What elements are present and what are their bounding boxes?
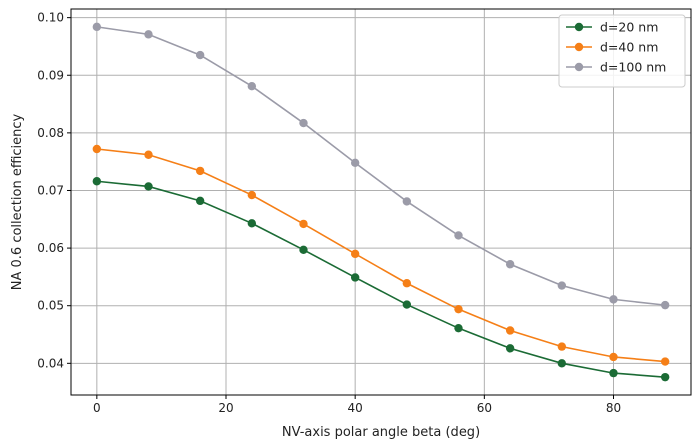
x-axis-label: NV-axis polar angle beta (deg): [282, 425, 480, 440]
series-2: [92, 144, 670, 366]
data-point: [247, 190, 257, 200]
y-tick-label: 0.08: [37, 126, 64, 140]
legend-marker: [574, 42, 584, 52]
data-point: [195, 50, 205, 60]
data-point: [299, 118, 308, 128]
data-point: [299, 219, 308, 229]
data-point: [557, 359, 567, 368]
y-tick-label: 0.09: [37, 68, 64, 82]
legend-marker: [574, 62, 584, 72]
data-point: [299, 245, 308, 255]
data-point: [609, 295, 618, 304]
y-axis: 0.04 0.05 0.06 0.07 0.08 0.09 0.10: [37, 11, 71, 370]
data-point: [454, 304, 463, 314]
data-point: [557, 281, 567, 290]
data-point: [195, 196, 205, 206]
data-point: [557, 342, 567, 351]
data-point: [92, 177, 102, 186]
data-point: [350, 158, 360, 168]
plot-frame: [70, 8, 692, 396]
data-point: [609, 352, 618, 362]
legend-label: d=100 nm: [600, 60, 666, 75]
y-tick-label: 0.07: [37, 183, 64, 197]
legend-label: d=20 nm: [600, 20, 658, 35]
data-point: [660, 300, 670, 310]
data-point: [402, 300, 412, 309]
legend: d=20 nm d=40 nm d=100 nm: [558, 14, 686, 88]
data-point: [454, 323, 463, 333]
legend-label: d=40 nm: [600, 40, 658, 55]
x-tick-label: 40: [348, 401, 363, 415]
data-point: [92, 144, 102, 154]
series-layer: [92, 22, 670, 382]
series-3: [92, 22, 670, 310]
y-tick-label: 0.10: [37, 11, 64, 25]
x-tick-label: 80: [606, 401, 621, 415]
x-tick-label: 60: [477, 401, 492, 415]
y-tick-label: 0.06: [37, 241, 64, 255]
legend-item: d=100 nm: [566, 60, 666, 75]
data-point: [144, 30, 153, 39]
data-point: [660, 357, 670, 366]
data-point: [505, 344, 515, 353]
data-point: [195, 166, 205, 176]
y-tick-label: 0.05: [37, 299, 64, 313]
legend-frame: [558, 14, 686, 88]
legend-item: d=20 nm: [566, 20, 658, 35]
data-point: [144, 182, 153, 191]
y-tick-label: 0.04: [37, 356, 64, 370]
data-point: [454, 231, 463, 240]
x-tick-label: 0: [93, 401, 101, 415]
series-line: [96, 148, 666, 363]
data-point: [402, 279, 412, 288]
legend-marker: [574, 22, 584, 32]
data-point: [505, 326, 515, 335]
data-point: [350, 273, 360, 282]
data-point: [350, 249, 360, 259]
data-point: [92, 22, 102, 32]
data-point: [247, 219, 257, 228]
data-point: [505, 260, 515, 269]
series-line: [96, 26, 666, 306]
x-axis: 0 20 40 60 80: [93, 395, 621, 415]
data-point: [247, 82, 257, 91]
data-point: [402, 197, 412, 206]
x-tick-label: 20: [218, 401, 233, 415]
series-line: [96, 180, 666, 378]
series-1: [92, 177, 670, 382]
data-point: [144, 150, 153, 159]
grid-lines: [71, 9, 691, 395]
data-point: [609, 368, 618, 378]
data-point: [660, 372, 670, 382]
y-axis-label: NA 0.6 collection efficiency: [10, 113, 25, 290]
legend-item: d=40 nm: [566, 40, 658, 55]
